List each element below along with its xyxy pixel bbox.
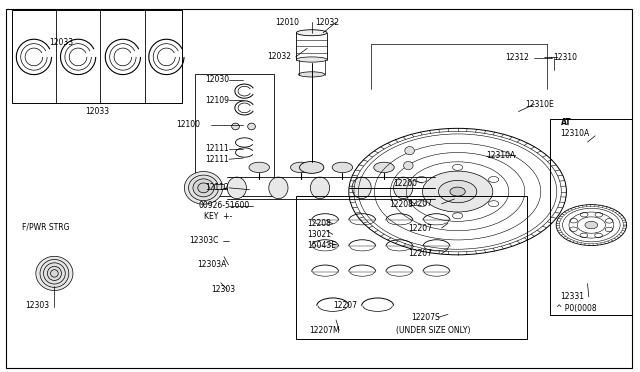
Text: 12207: 12207 — [333, 301, 357, 310]
Ellipse shape — [296, 57, 327, 62]
Ellipse shape — [184, 171, 223, 204]
Ellipse shape — [291, 162, 311, 173]
Text: 12111: 12111 — [205, 144, 228, 153]
Text: 13021: 13021 — [307, 230, 332, 239]
Ellipse shape — [394, 177, 413, 199]
Text: 12207: 12207 — [408, 199, 433, 208]
Bar — [214, 184, 224, 189]
Ellipse shape — [189, 175, 218, 201]
Ellipse shape — [193, 179, 214, 197]
Ellipse shape — [232, 123, 239, 130]
Text: 12207M: 12207M — [309, 326, 340, 335]
Text: 12303: 12303 — [25, 301, 49, 310]
Ellipse shape — [248, 123, 255, 130]
Text: 12303C: 12303C — [189, 236, 218, 245]
Text: 12109: 12109 — [205, 96, 229, 105]
Text: 12207: 12207 — [408, 224, 433, 232]
Ellipse shape — [249, 162, 269, 173]
Bar — [296, 196, 527, 339]
Text: 12310A: 12310A — [561, 129, 590, 138]
Circle shape — [438, 180, 477, 203]
Bar — [195, 74, 274, 196]
Text: 12303A: 12303A — [197, 260, 227, 269]
Text: 12208: 12208 — [307, 219, 331, 228]
Text: 12200: 12200 — [394, 179, 418, 187]
Text: 12100: 12100 — [176, 120, 200, 129]
Text: 12331: 12331 — [561, 292, 585, 301]
Text: F/PWR STRG: F/PWR STRG — [22, 222, 70, 231]
Ellipse shape — [47, 266, 61, 280]
Ellipse shape — [404, 147, 415, 155]
Ellipse shape — [299, 72, 324, 77]
Text: 00926-51600: 00926-51600 — [198, 201, 250, 210]
Text: 12010: 12010 — [275, 18, 300, 27]
Ellipse shape — [296, 30, 327, 36]
Text: 12207: 12207 — [408, 249, 433, 258]
Text: 12112: 12112 — [205, 183, 228, 192]
Text: (UNDER SIZE ONLY): (UNDER SIZE ONLY) — [396, 326, 470, 335]
Bar — [12, 10, 182, 103]
Ellipse shape — [40, 260, 69, 287]
Bar — [550, 119, 632, 315]
Text: 12030: 12030 — [205, 76, 229, 84]
Text: 12303: 12303 — [211, 285, 236, 294]
Ellipse shape — [374, 162, 394, 173]
Text: AT: AT — [561, 118, 572, 127]
Ellipse shape — [198, 183, 209, 193]
Ellipse shape — [44, 263, 65, 284]
Text: KEY  +-: KEY +- — [204, 212, 232, 221]
Text: 12310A: 12310A — [486, 151, 516, 160]
Text: 12310E: 12310E — [525, 100, 554, 109]
Text: 12312: 12312 — [506, 53, 529, 62]
Ellipse shape — [404, 161, 413, 170]
Ellipse shape — [352, 177, 371, 199]
Ellipse shape — [269, 177, 288, 199]
Text: 12033: 12033 — [85, 107, 109, 116]
Ellipse shape — [36, 256, 73, 291]
Text: ——: —— — [544, 53, 559, 62]
Text: ^ P0(0008: ^ P0(0008 — [556, 304, 596, 312]
Ellipse shape — [332, 162, 353, 173]
Text: 12207S: 12207S — [412, 313, 440, 322]
Text: 12111: 12111 — [205, 155, 228, 164]
Text: 12032: 12032 — [268, 52, 292, 61]
Circle shape — [585, 221, 598, 229]
Ellipse shape — [227, 177, 246, 199]
Ellipse shape — [51, 270, 58, 277]
Text: 12033: 12033 — [49, 38, 73, 47]
Circle shape — [450, 187, 465, 196]
Text: 12032: 12032 — [315, 18, 339, 27]
Text: 12310: 12310 — [554, 53, 578, 62]
Ellipse shape — [300, 161, 324, 173]
Ellipse shape — [310, 177, 330, 199]
Text: 12208: 12208 — [389, 200, 413, 209]
Circle shape — [422, 171, 493, 212]
Text: 15043E: 15043E — [307, 241, 336, 250]
